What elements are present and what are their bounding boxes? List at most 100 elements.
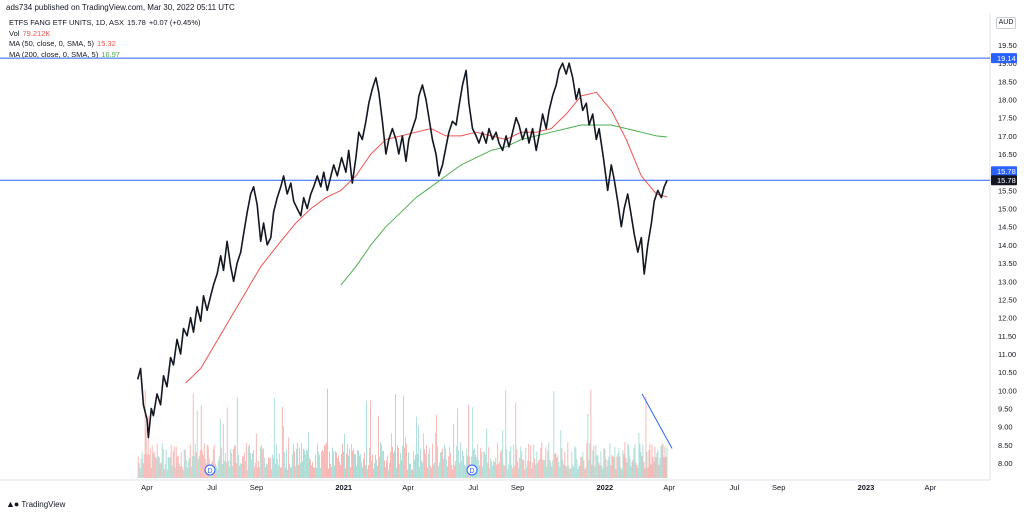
volume-bar: [509, 451, 511, 478]
volume-bar: [341, 453, 342, 478]
price-label-mid: 15.78: [997, 167, 1016, 176]
volume-label[interactable]: Vol: [9, 28, 20, 38]
volume-bar: [654, 446, 656, 478]
volume-bar: [329, 464, 331, 478]
volume-bar: [428, 453, 430, 478]
volume-bar: [368, 465, 369, 478]
legend-volume-row: Vol 79.212K: [9, 29, 204, 40]
volume-bar: [179, 466, 181, 478]
volume-bar: [482, 466, 484, 478]
volume-bar: [499, 461, 501, 478]
volume-bar: [629, 457, 631, 478]
volume-bar: [184, 449, 186, 478]
volume-bar: [463, 455, 465, 478]
volume-bar: [149, 448, 151, 478]
volume-bar: [290, 467, 292, 478]
volume-bar: [264, 467, 266, 478]
volume-bar: [568, 465, 570, 478]
volume-bar: [203, 443, 205, 478]
volume-bar: [634, 443, 636, 478]
y-tick-label: 8.50: [998, 441, 1013, 450]
volume-bar: [612, 456, 614, 478]
volume-bar: [300, 443, 302, 478]
volume-bar: [440, 452, 442, 478]
volume-bar: [259, 447, 261, 478]
volume-bar: [350, 467, 351, 478]
volume-bar: [417, 453, 419, 478]
volume-bar: [147, 415, 149, 478]
volume-bar: [271, 454, 273, 478]
volume-bar: [479, 465, 481, 478]
volume-bar: [355, 454, 356, 478]
volume-bar: [164, 463, 166, 478]
volume-bar: [542, 459, 544, 478]
volume-bar: [363, 458, 364, 478]
volume-bar: [535, 464, 537, 478]
volume-bar: [230, 452, 232, 478]
volume-bar: [245, 443, 247, 478]
volume-bar: [459, 463, 461, 478]
volume-bar: [577, 469, 579, 478]
ma50-line[interactable]: [185, 91, 668, 384]
volume-bar: [278, 453, 280, 478]
symbol-name[interactable]: ETFS FANG ETF UNITS, 1D, ASX: [9, 18, 125, 27]
volume-bar: [447, 466, 449, 478]
volume-bar: [269, 457, 271, 478]
volume-bar: [359, 455, 360, 478]
volume-bar: [481, 452, 483, 478]
y-tick-label: 13.50: [998, 259, 1017, 268]
volume-bar: [640, 451, 642, 478]
volume-bar: [196, 410, 198, 478]
volume-bar: [590, 389, 592, 478]
volume-bar: [597, 455, 599, 478]
volume-bar: [384, 460, 385, 478]
volume-bar: [191, 456, 193, 478]
volume-bar: [636, 465, 638, 478]
volume-bar: [357, 450, 358, 478]
x-tick-label: Apr: [141, 483, 153, 492]
volume-bar: [603, 448, 605, 478]
price-label-top-box: [991, 53, 1017, 64]
volume-bar: [323, 444, 325, 478]
volume-bar: [174, 467, 176, 478]
ma200-line[interactable]: [340, 124, 668, 286]
dividend-marker-icon[interactable]: [466, 464, 478, 476]
volume-bar: [273, 398, 275, 478]
volume-bar: [639, 443, 641, 478]
volume-bar: [376, 459, 377, 478]
volume-bar: [628, 445, 630, 478]
y-tick-label: 15.00: [998, 205, 1017, 214]
volume-bar: [274, 463, 276, 478]
volume-bar: [240, 463, 242, 478]
volume-bar: [412, 469, 414, 478]
volume-bar: [225, 462, 227, 478]
volume-bar: [177, 456, 179, 478]
volume-bar: [425, 453, 427, 478]
volume-bar: [200, 405, 202, 478]
dividend-marker-icon[interactable]: [204, 464, 216, 476]
volume-bar: [520, 446, 522, 478]
volume-bar: [516, 449, 518, 478]
volume-bar: [448, 456, 450, 478]
volume-bar: [261, 449, 263, 478]
volume-bar: [610, 465, 612, 478]
volume-bar: [578, 465, 580, 478]
volume-bar: [531, 468, 533, 478]
y-tick-label: 19.00: [998, 59, 1017, 68]
volume-bar: [510, 446, 512, 478]
ma200-label[interactable]: MA (200, close, 0, SMA, 5): [9, 49, 99, 59]
volume-bar: [460, 442, 462, 478]
volume-bar: [327, 468, 329, 478]
volume-bar: [202, 455, 204, 478]
volume-bar: [483, 451, 485, 478]
volume-bar: [226, 407, 228, 478]
currency-button[interactable]: AUD: [996, 17, 1016, 29]
volume-bar: [618, 447, 620, 478]
ma50-label[interactable]: MA (50, close, 0, SMA, 5): [9, 39, 95, 48]
volume-bar: [515, 402, 517, 478]
volume-trendline[interactable]: [641, 393, 673, 449]
volume-bar: [622, 449, 624, 478]
x-tick-label: Jul: [468, 483, 478, 492]
price-line[interactable]: [136, 62, 668, 439]
